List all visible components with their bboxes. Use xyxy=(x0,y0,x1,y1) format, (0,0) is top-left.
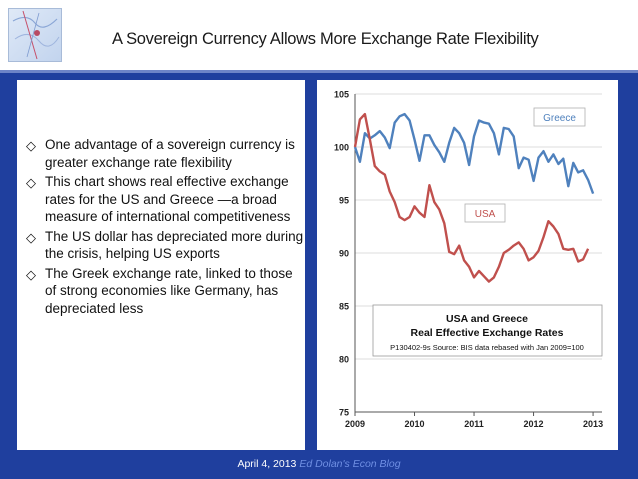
bullet-text: The US dollar has depreciated more durin… xyxy=(45,228,304,262)
x-tick-label: 2009 xyxy=(345,419,365,429)
footer-blog-name: Ed Dolan's Econ Blog xyxy=(299,458,401,470)
slide-header: A Sovereign Currency Allows More Exchang… xyxy=(0,0,638,70)
header-rule xyxy=(0,70,638,73)
x-tick-label: 2010 xyxy=(405,419,425,429)
y-tick-label: 85 xyxy=(339,302,349,312)
bullet-item: ◇ The Greek exchange rate, linked to tho… xyxy=(17,265,305,318)
bullet-text: This chart shows real effective exchange… xyxy=(45,174,291,224)
globe-logo-icon xyxy=(8,8,62,62)
bullet-item: ◇ One advantage of a sovereign currency … xyxy=(17,136,305,171)
x-tick-label: 2012 xyxy=(524,419,544,429)
bullet-text: The Greek exchange rate, linked to those… xyxy=(45,265,293,316)
chart-source-note: P130402-9s Source: BIS data rebased with… xyxy=(390,343,584,352)
text-panel: ◇ One advantage of a sovereign currency … xyxy=(17,80,305,450)
y-tick-label: 105 xyxy=(334,90,349,100)
chart-title-line-1: USA and Greece xyxy=(446,313,528,325)
diamond-bullet-icon: ◇ xyxy=(26,138,36,153)
x-axis-ticks: 2009 2010 2011 2012 2013 xyxy=(345,412,603,429)
footer-date: April 4, 2013 xyxy=(237,458,297,470)
series-line-greece xyxy=(353,112,595,195)
legend-usa-label: USA xyxy=(475,209,496,220)
chart-title-box: USA and Greece Real Effective Exchange R… xyxy=(372,304,603,357)
slide-title: A Sovereign Currency Allows More Exchang… xyxy=(112,30,539,48)
legend-greece-box xyxy=(533,107,586,127)
chart-panel: 75 80 85 90 95 100 105 2009 2010 2011 2012 2013 Gr… xyxy=(317,80,618,450)
diamond-bullet-icon: ◇ xyxy=(26,229,36,245)
slide-footer: April 4, 2013 Ed Dolan's Econ Blog xyxy=(0,458,638,470)
bullet-item: ◇ This chart shows real effective exchan… xyxy=(17,173,305,226)
legend-usa-box xyxy=(464,203,506,223)
bullet-list: ◇ One advantage of a sovereign currency … xyxy=(17,136,305,319)
chart-title-frame xyxy=(372,304,603,357)
globe-logo-graphic xyxy=(12,10,60,60)
diamond-bullet-icon: ◇ xyxy=(26,266,36,282)
diamond-bullet-icon: ◇ xyxy=(26,175,36,190)
y-tick-label: 75 xyxy=(339,408,349,418)
legend-usa: USA xyxy=(464,203,506,223)
bullet-text: One advantage of a sovereign currency is… xyxy=(45,137,295,170)
y-tick-label: 100 xyxy=(334,143,349,153)
bullet-item: ◇ The US dollar has depreciated more dur… xyxy=(17,228,305,263)
legend-greece: Greece xyxy=(533,107,586,127)
y-tick-label: 95 xyxy=(339,196,349,206)
exchange-rate-chart: 75 80 85 90 95 100 105 2009 2010 2011 2012 2013 Gr… xyxy=(334,90,603,430)
y-tick-label: 80 xyxy=(339,355,349,365)
y-tick-label: 90 xyxy=(339,249,349,259)
x-tick-label: 2011 xyxy=(464,419,484,429)
series-line-usa xyxy=(353,112,590,283)
chart-title-line-2: Real Effective Exchange Rates xyxy=(411,327,564,339)
series-lines xyxy=(353,112,595,283)
x-tick-label: 2013 xyxy=(583,419,603,429)
legend-greece-label: Greece xyxy=(543,113,576,124)
y-axis-ticks: 75 80 85 90 95 100 105 xyxy=(334,90,349,418)
